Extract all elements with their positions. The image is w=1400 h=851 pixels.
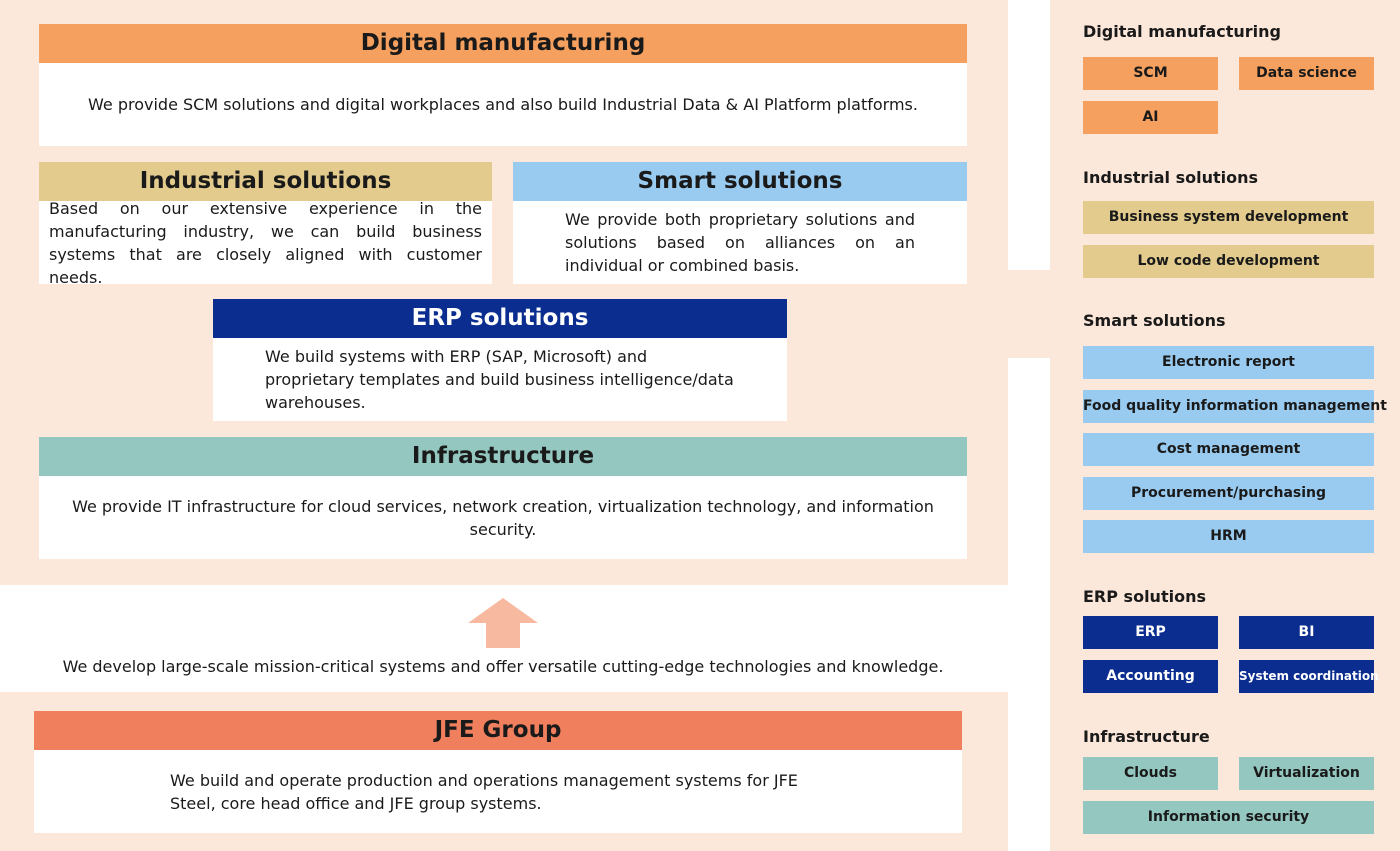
panel: ERP solutions We build systems with ERP (… (213, 299, 787, 421)
tag: System coordination (1239, 659, 1379, 693)
panel: Infrastructure We provide IT infrastructu… (39, 437, 967, 559)
panel-title: JFE Group (34, 711, 962, 750)
tag: SCM (1083, 57, 1218, 90)
panel-title: Digital manufacturing (39, 24, 967, 63)
panel-text: We provide IT infrastructure for cloud s… (72, 496, 934, 539)
panel: JFE Group We build and operate production… (34, 711, 962, 833)
tag: Food quality information management (1083, 389, 1387, 423)
arrow (468, 598, 538, 648)
tag: Business system development (1083, 201, 1374, 234)
tag: Data science (1239, 57, 1374, 90)
group-label: ERP solutions (1083, 587, 1206, 606)
group-label: Industrial solutions (1083, 168, 1259, 187)
panel-text: We build systems with ERP (SAP, Microsof… (265, 347, 734, 412)
tag: BI (1239, 616, 1374, 649)
panel-text: We build and operate production and oper… (170, 770, 798, 813)
tag: HRM (1083, 520, 1374, 553)
panel: Digital manufacturing We provide SCM solu… (39, 24, 967, 146)
bridge-text: We develop large-scale mission-critical … (62, 657, 944, 676)
tag: Virtualization (1239, 757, 1374, 790)
panel-text: We provide SCM solutions and digital wor… (88, 95, 918, 114)
panel-title: Infrastructure (39, 437, 967, 476)
connector (1008, 270, 1050, 358)
tag: Procurement/purchasing (1083, 476, 1374, 510)
panel-text: Based on our extensive experience in the… (49, 198, 482, 287)
panel-title: Industrial solutions (39, 162, 492, 201)
group-label: Infrastructure (1083, 727, 1210, 746)
tag: Information security (1083, 800, 1374, 834)
tag: ERP (1083, 616, 1218, 649)
panel: Industrial solutions Based on our extensi… (39, 162, 492, 287)
group-label: Smart solutions (1083, 311, 1226, 330)
panel-text: We provide both proprietary solutions an… (565, 210, 915, 275)
sidebar-background (1050, 0, 1400, 851)
tag: Cost management (1083, 433, 1374, 466)
tag: Electronic report (1083, 346, 1374, 379)
tag: Clouds (1083, 757, 1218, 790)
panel-title: ERP solutions (213, 299, 787, 338)
panel: Smart solutions We provide both proprieta… (513, 162, 967, 284)
tag: Accounting (1083, 659, 1218, 693)
tag: Low code development (1083, 244, 1374, 278)
panel-title: Smart solutions (513, 162, 967, 201)
group-label: Digital manufacturing (1083, 22, 1281, 41)
tag: AI (1083, 100, 1218, 134)
